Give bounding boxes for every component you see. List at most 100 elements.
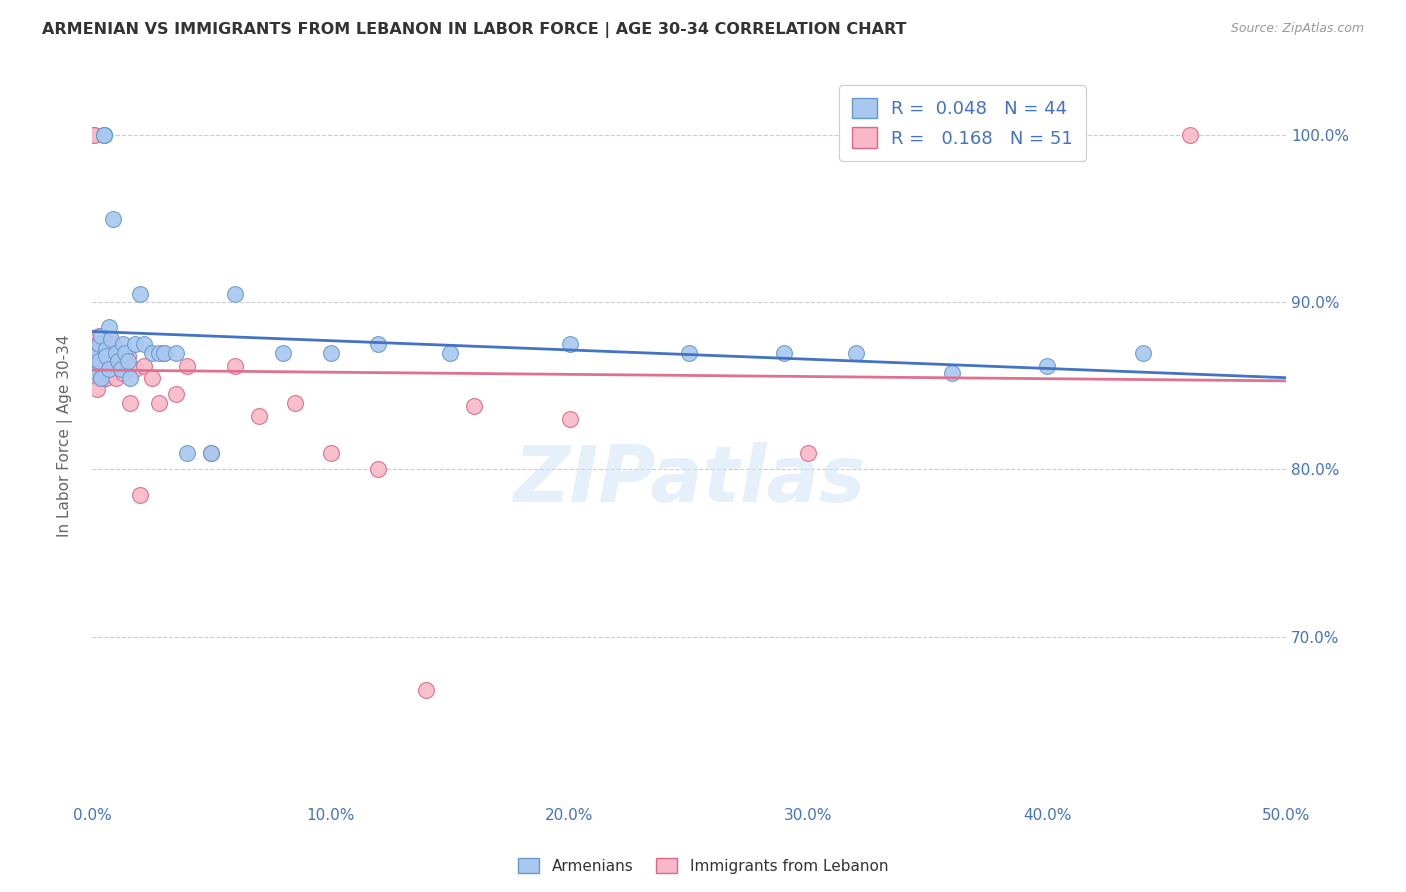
Point — [107, 354, 129, 368]
Point — [110, 359, 132, 373]
Point — [117, 349, 139, 363]
Point — [367, 462, 389, 476]
Point — [319, 446, 342, 460]
Point — [104, 345, 127, 359]
Point — [93, 128, 115, 143]
Point — [271, 345, 294, 359]
Point — [117, 354, 139, 368]
Point — [96, 349, 118, 363]
Point — [83, 128, 105, 143]
Point — [284, 395, 307, 409]
Point — [93, 370, 115, 384]
Point — [87, 354, 110, 368]
Point — [319, 345, 342, 359]
Point — [845, 345, 868, 359]
Point — [224, 287, 246, 301]
Point — [439, 345, 461, 359]
Point — [93, 337, 115, 351]
Point — [941, 366, 963, 380]
Text: Source: ZipAtlas.com: Source: ZipAtlas.com — [1230, 22, 1364, 36]
Point — [152, 345, 174, 359]
Point — [148, 345, 170, 359]
Point — [86, 359, 108, 373]
Point — [83, 128, 105, 143]
Text: ZIPatlas: ZIPatlas — [513, 442, 865, 518]
Point — [96, 345, 118, 359]
Point — [111, 337, 134, 351]
Point — [93, 128, 115, 143]
Point — [678, 345, 700, 359]
Y-axis label: In Labor Force | Age 30-34: In Labor Force | Age 30-34 — [58, 334, 73, 537]
Point — [100, 332, 122, 346]
Point — [134, 359, 156, 373]
Point — [104, 370, 127, 384]
Point — [200, 446, 222, 460]
Point — [128, 487, 150, 501]
Point — [165, 345, 187, 359]
Point — [96, 359, 118, 373]
Point — [124, 337, 146, 351]
Point — [124, 362, 146, 376]
Point — [176, 446, 198, 460]
Point — [558, 412, 581, 426]
Point — [100, 345, 122, 359]
Point — [463, 399, 485, 413]
Point — [103, 337, 125, 351]
Point — [247, 409, 270, 423]
Point — [165, 387, 187, 401]
Point — [87, 349, 110, 363]
Point — [96, 342, 118, 356]
Point — [93, 128, 115, 143]
Point — [141, 370, 163, 384]
Point — [83, 345, 105, 359]
Point — [120, 370, 142, 384]
Legend: R =  0.048   N = 44, R =   0.168   N = 51: R = 0.048 N = 44, R = 0.168 N = 51 — [839, 85, 1085, 161]
Point — [86, 359, 108, 373]
Point — [90, 328, 112, 343]
Point — [415, 683, 437, 698]
Point — [96, 370, 118, 384]
Point — [367, 337, 389, 351]
Point — [87, 328, 110, 343]
Point — [1132, 345, 1154, 359]
Point — [176, 359, 198, 373]
Point — [87, 337, 110, 351]
Point — [86, 345, 108, 359]
Point — [111, 366, 134, 380]
Point — [100, 366, 122, 380]
Point — [87, 337, 110, 351]
Point — [152, 345, 174, 359]
Point — [128, 287, 150, 301]
Point — [141, 345, 163, 359]
Point — [90, 370, 112, 384]
Point — [134, 337, 156, 351]
Point — [1036, 359, 1059, 373]
Point — [97, 362, 120, 376]
Point — [120, 395, 142, 409]
Point — [558, 337, 581, 351]
Point — [107, 354, 129, 368]
Point — [200, 446, 222, 460]
Point — [86, 382, 108, 396]
Point — [86, 370, 108, 384]
Point — [148, 395, 170, 409]
Point — [86, 366, 108, 380]
Point — [90, 337, 112, 351]
Point — [97, 320, 120, 334]
Point — [87, 366, 110, 380]
Point — [224, 359, 246, 373]
Point — [93, 359, 115, 373]
Point — [773, 345, 796, 359]
Text: ARMENIAN VS IMMIGRANTS FROM LEBANON IN LABOR FORCE | AGE 30-34 CORRELATION CHART: ARMENIAN VS IMMIGRANTS FROM LEBANON IN L… — [42, 22, 907, 38]
Point — [104, 345, 127, 359]
Point — [97, 354, 120, 368]
Point — [103, 211, 125, 226]
Point — [797, 446, 820, 460]
Point — [90, 349, 112, 363]
Point — [110, 362, 132, 376]
Legend: Armenians, Immigrants from Lebanon: Armenians, Immigrants from Lebanon — [512, 852, 894, 880]
Point — [1180, 128, 1202, 143]
Point — [90, 362, 112, 376]
Point — [97, 337, 120, 351]
Point — [83, 345, 105, 359]
